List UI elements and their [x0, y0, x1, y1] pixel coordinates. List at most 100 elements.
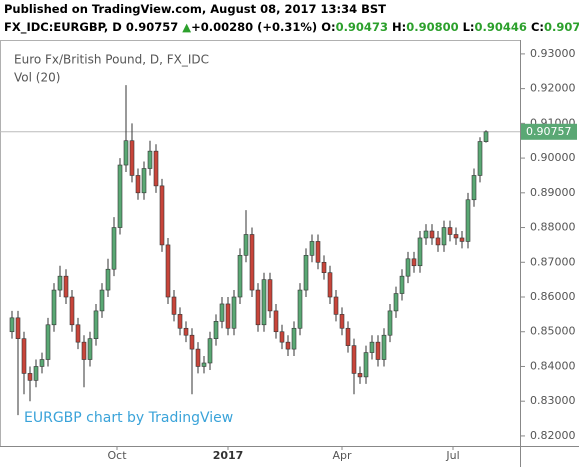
candle-body: [147, 150, 153, 169]
candle-body: [351, 345, 357, 374]
candle-body: [21, 338, 27, 374]
candle-body: [231, 296, 237, 329]
candle-body: [435, 237, 441, 246]
candle-body: [363, 352, 369, 378]
last-price-box: [521, 123, 577, 140]
candle-body: [357, 373, 363, 378]
candle-body: [135, 175, 141, 194]
candle-body: [375, 341, 381, 360]
candle-body: [189, 334, 195, 350]
change: +0.00280 (+0.31%): [191, 20, 318, 34]
y-tick-label: 0.82000: [530, 429, 576, 442]
last-price-label: 0.90757: [526, 125, 572, 138]
candle-body: [321, 261, 327, 273]
c-label: C:: [530, 20, 544, 34]
last: 0.90757: [125, 20, 179, 34]
candle-body: [261, 279, 267, 326]
candle-body: [33, 366, 39, 381]
o-label: O:: [321, 20, 336, 34]
l-label: L:: [462, 20, 475, 34]
candle-body: [93, 310, 99, 339]
candle-body: [339, 314, 345, 329]
candle-body: [81, 341, 87, 360]
candle-body: [417, 237, 423, 267]
watermark: EURGBP chart by TradingView: [24, 410, 233, 426]
candle-body: [183, 327, 189, 336]
candle-body: [285, 341, 291, 350]
candle-body: [219, 303, 225, 322]
y-tick-label: 0.93000: [530, 47, 576, 60]
candle-body: [243, 234, 249, 256]
candle-body: [63, 275, 69, 298]
x-tick-label: Oct: [107, 449, 127, 462]
candle-body: [45, 324, 51, 360]
candle-body: [69, 296, 75, 326]
candle-body: [279, 331, 285, 343]
candle-body: [471, 175, 477, 201]
candle-body: [117, 164, 123, 228]
candle-body: [213, 321, 219, 339]
candle-body: [201, 362, 207, 367]
candle-body: [477, 141, 483, 176]
y-tick-label: 0.89000: [530, 186, 576, 199]
candle-body: [273, 310, 279, 333]
candle-body: [447, 227, 453, 235]
o-value: 0.90473: [335, 20, 388, 34]
legend-title: Euro Fx/British Pound, D, FX_IDC: [14, 53, 209, 67]
candle-body: [105, 268, 111, 291]
candle-body: [429, 230, 435, 239]
candle-body: [411, 258, 417, 267]
h-value: 0.90800: [406, 20, 459, 34]
published: Published on TradingView.com, August 08,…: [4, 2, 387, 16]
candle-body: [87, 338, 93, 360]
candle-body: [99, 289, 105, 312]
l-value: 0.90446: [474, 20, 527, 34]
candle-body: [111, 227, 117, 270]
candle-body: [465, 199, 471, 242]
plot-frame: [0, 40, 521, 447]
y-tick-label: 0.84000: [530, 359, 576, 372]
candle-body: [141, 168, 147, 194]
candle-body: [453, 234, 459, 239]
candle-body: [15, 317, 21, 339]
candle-body: [177, 314, 183, 329]
arrow: ▲: [182, 20, 192, 34]
candle-body: [237, 255, 243, 298]
candle-body: [369, 341, 375, 353]
candle-body: [129, 140, 135, 176]
candle-body: [255, 289, 261, 326]
candle-body: [207, 338, 213, 364]
published-line: Published on TradingView.com, August 08,…: [4, 0, 579, 18]
candle-body: [51, 289, 57, 326]
x-tick-label: Apr: [332, 449, 352, 462]
quote-line: FX_IDC:EURGBP, D 0.90757 ▲+0.00280 (+0.3…: [4, 18, 579, 36]
candle-body: [123, 140, 129, 166]
candle-body: [267, 279, 273, 312]
candle-body: [297, 289, 303, 329]
candle-body: [291, 327, 297, 350]
h-label: H:: [391, 20, 407, 34]
y-tick-label: 0.87000: [530, 255, 576, 268]
y-tick-label: 0.85000: [530, 325, 576, 338]
candle-body: [9, 317, 15, 333]
candle-body: [315, 241, 321, 263]
candle-body: [39, 359, 45, 367]
symbol: FX_IDC:EURGBP, D: [4, 20, 122, 34]
candle-body: [225, 303, 231, 329]
candle-body: [171, 296, 177, 315]
x-tick-label: Jul: [445, 449, 459, 462]
candle-body: [483, 131, 489, 142]
candle-body: [195, 348, 201, 367]
candle-body: [399, 275, 405, 294]
candle-body: [159, 185, 165, 246]
candle-body: [387, 310, 393, 336]
candle-body: [423, 230, 429, 239]
candle-body: [249, 234, 255, 291]
candle-body: [309, 241, 315, 256]
candle-body: [333, 296, 339, 315]
candle-body: [459, 237, 465, 242]
candle-body: [393, 293, 399, 312]
y-tick-label: 0.83000: [530, 394, 576, 407]
